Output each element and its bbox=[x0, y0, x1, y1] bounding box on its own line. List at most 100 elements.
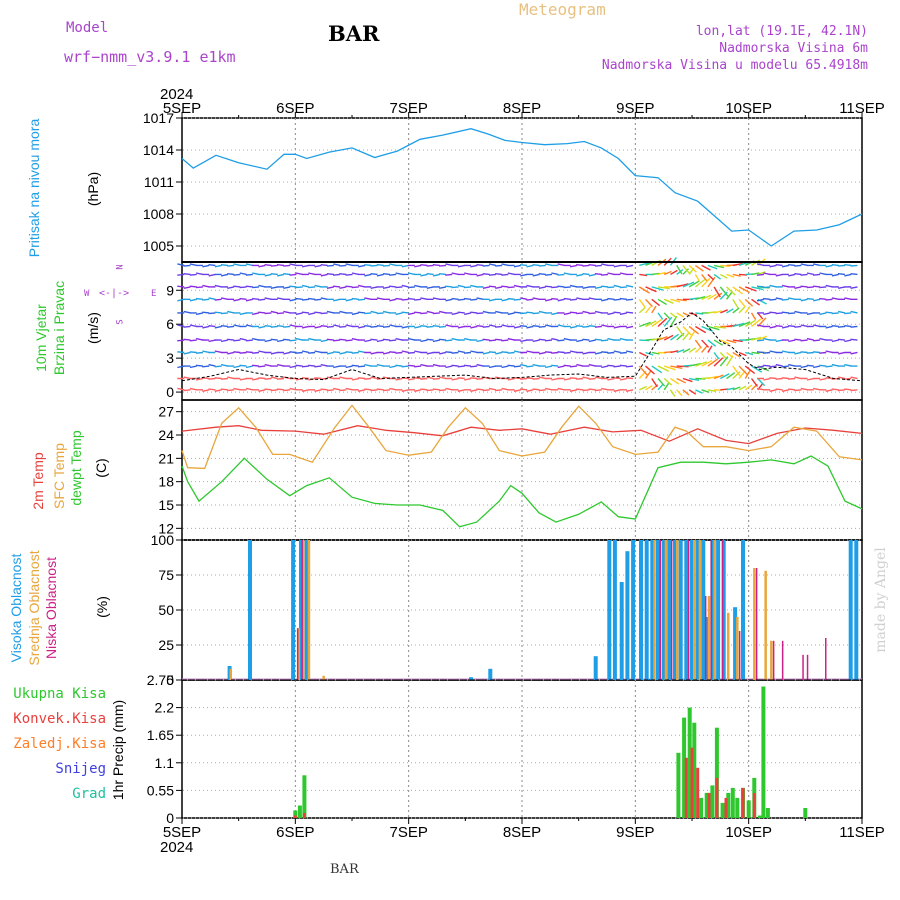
wind-arrow bbox=[657, 378, 666, 387]
wind-arrow bbox=[457, 311, 465, 314]
wind-arrow bbox=[339, 264, 347, 267]
y-tick-label: 100 bbox=[151, 532, 175, 548]
model-altitude: Nadmorska Visina u modelu 65.4918m bbox=[601, 58, 868, 73]
wind-arrow bbox=[351, 286, 359, 289]
wind-arrow bbox=[208, 377, 216, 380]
wind-arrow bbox=[763, 364, 771, 367]
wind-arrow bbox=[189, 351, 197, 354]
wind-arrow bbox=[208, 264, 216, 267]
high-cloud-bar bbox=[684, 540, 689, 680]
wind-arrow bbox=[420, 264, 428, 267]
wind-arrow bbox=[376, 312, 384, 315]
wind-arrow bbox=[258, 389, 266, 392]
wind-arrow bbox=[445, 298, 453, 302]
wind-arrow bbox=[233, 298, 241, 302]
wind-arrow bbox=[707, 311, 716, 314]
wind-arrow bbox=[775, 339, 783, 343]
wind-arrow bbox=[526, 284, 534, 288]
wind-arrow bbox=[395, 337, 403, 341]
low-cloud-bar bbox=[772, 640, 775, 680]
y-tick-label: 1011 bbox=[144, 174, 174, 190]
wind-arrow bbox=[601, 351, 609, 354]
wind-arrow bbox=[844, 325, 852, 328]
wind-arrow bbox=[401, 298, 409, 301]
wind-arrow bbox=[513, 350, 522, 354]
model-label: Model bbox=[66, 20, 109, 36]
wind-arrow bbox=[526, 365, 534, 368]
year-label-top: 2024 bbox=[160, 86, 194, 103]
wind-arrow bbox=[557, 339, 565, 342]
y-tick-label: 0 bbox=[166, 384, 174, 400]
wind-arrow bbox=[726, 273, 735, 278]
wind-arrow bbox=[682, 348, 691, 354]
wind-arrow bbox=[769, 377, 777, 380]
wind-arrow bbox=[439, 310, 447, 314]
wind-arrow bbox=[601, 298, 609, 302]
wind-arrow bbox=[588, 339, 596, 343]
wind-arrow bbox=[227, 376, 235, 380]
wind-arrow bbox=[769, 365, 777, 368]
total-rain-bar bbox=[699, 797, 704, 818]
conv-rain-bar bbox=[741, 787, 745, 818]
wind-arrow bbox=[825, 284, 833, 288]
wind-arrow bbox=[726, 290, 734, 300]
wind-arrow bbox=[364, 297, 372, 301]
wind-arrow bbox=[289, 324, 297, 328]
wind-arrow bbox=[270, 310, 278, 314]
wind-arrow bbox=[376, 325, 384, 328]
wind-arrow bbox=[738, 321, 751, 328]
wind-arrow bbox=[707, 339, 717, 347]
wind-arrow bbox=[638, 351, 647, 357]
wind-arrow bbox=[420, 388, 428, 391]
wind-arrow bbox=[432, 363, 440, 367]
wind-arrow bbox=[195, 286, 204, 289]
wind-arrow bbox=[457, 350, 465, 354]
wind-arrow bbox=[482, 286, 490, 289]
conv-rain-bar bbox=[724, 797, 728, 818]
wind-arrow bbox=[482, 325, 490, 328]
wind-arrow bbox=[713, 352, 720, 360]
wind-arrow bbox=[470, 298, 478, 301]
wind-arrow bbox=[607, 364, 615, 367]
wind-arrow bbox=[401, 284, 409, 288]
wind-arrow bbox=[389, 339, 397, 342]
wind-arrow bbox=[358, 298, 366, 301]
wind-arrow bbox=[563, 312, 571, 316]
wind-arrow bbox=[220, 339, 229, 343]
wind-arrow bbox=[414, 311, 422, 314]
wind-arrow bbox=[594, 376, 603, 380]
mid-cloud-bar bbox=[307, 540, 311, 680]
wind-arrow bbox=[538, 325, 546, 328]
wind-arrow bbox=[314, 284, 322, 288]
wind-arrow bbox=[825, 350, 833, 354]
wind-arrow bbox=[470, 389, 478, 392]
wind-arrow bbox=[252, 272, 260, 276]
wind-arrow bbox=[850, 264, 858, 267]
wind-arrow bbox=[389, 365, 397, 369]
wind-arrow bbox=[252, 337, 260, 341]
wind-arrow bbox=[463, 297, 472, 301]
wind-arrow bbox=[745, 286, 757, 292]
wind-arrow bbox=[757, 378, 766, 387]
wind-arrow bbox=[451, 312, 459, 316]
wind-arrow bbox=[763, 272, 771, 276]
wind-arrow bbox=[545, 324, 553, 328]
wind-arrow bbox=[819, 297, 827, 301]
wind-arrow bbox=[707, 276, 716, 288]
wind-arrow bbox=[588, 325, 596, 328]
high-cloud-bar bbox=[667, 540, 672, 680]
wind-arrow bbox=[445, 273, 453, 276]
wind-arrow bbox=[439, 273, 447, 276]
wind-arrow bbox=[613, 350, 621, 354]
wind-arrow bbox=[420, 312, 428, 315]
wind-arrow bbox=[245, 273, 253, 276]
wind-arrow bbox=[532, 377, 540, 380]
wind-arrow bbox=[501, 285, 509, 288]
wind-arrow bbox=[227, 273, 235, 276]
wind-arrow bbox=[476, 273, 484, 277]
wind-arrow bbox=[657, 383, 664, 391]
wind-arrow bbox=[545, 263, 553, 267]
wind-arrow bbox=[501, 298, 509, 302]
wind-arrow bbox=[451, 351, 459, 354]
wind-arrow bbox=[208, 297, 216, 301]
